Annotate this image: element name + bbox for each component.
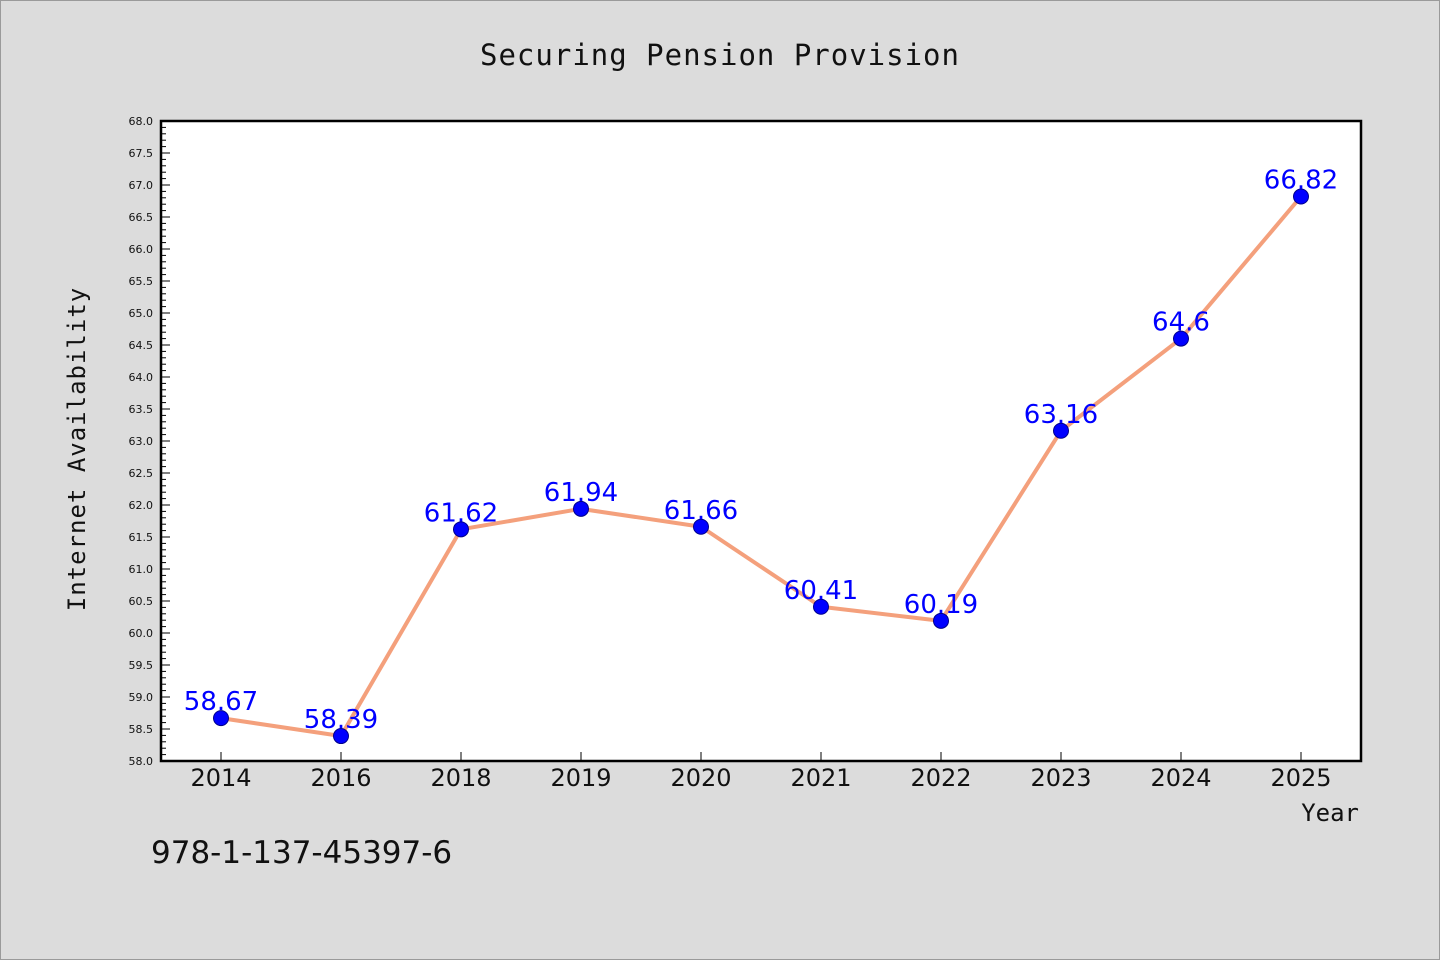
data-label: 58.67 [184, 687, 258, 717]
y-tick-label: 63.5 [129, 403, 154, 416]
series-line [220, 195, 1303, 739]
y-tick-label: 68.0 [129, 115, 154, 128]
data-label: 60.19 [904, 590, 978, 620]
x-tick-label: 2020 [670, 764, 731, 792]
chart-title: Securing Pension Provision [480, 38, 960, 72]
x-axis: 2014 2016 2018 2019 2020 2021 2022 2023 2024 2025 [190, 752, 1332, 792]
x-tick-label: 2022 [910, 764, 971, 792]
data-point [333, 728, 349, 745]
data-point [1053, 422, 1069, 439]
y-tick-label: 61.0 [129, 563, 154, 576]
data-label: 63.16 [1024, 400, 1098, 430]
x-tick-label: 2024 [1150, 764, 1211, 792]
data-point [213, 710, 229, 727]
y-tick-label: 59.0 [129, 691, 154, 704]
y-tick-label: 65.0 [129, 307, 154, 320]
footnote-isbn: 978-1-137-45397-6 [151, 835, 453, 871]
series-markers [213, 188, 1309, 745]
y-tick-label: 62.0 [129, 499, 154, 512]
data-label: 61.66 [664, 496, 738, 526]
data-point [573, 500, 589, 517]
data-labels: 58.67 58.39 61.62 61.94 61.66 60.41 60.19 63.16… [184, 166, 1338, 736]
y-tick-label: 59.5 [129, 659, 154, 672]
y-tick-label: 58.0 [129, 755, 154, 768]
x-tick-label: 2014 [190, 764, 251, 792]
y-tick-label: 58.5 [129, 723, 154, 736]
plot-frame [159, 119, 1363, 763]
x-tick-label: 2016 [310, 764, 371, 792]
y-tick-label: 64.0 [129, 371, 154, 384]
data-point [1173, 330, 1189, 347]
data-label: 60.41 [784, 576, 858, 606]
data-label: 61.62 [424, 498, 498, 528]
data-label: 66.82 [1264, 166, 1338, 196]
data-label: 64.6 [1152, 308, 1210, 338]
y-tick-label: 67.5 [129, 147, 154, 160]
data-point [693, 518, 709, 535]
x-tick-label: 2023 [1030, 764, 1091, 792]
y-tick-label: 65.5 [129, 275, 154, 288]
data-point [933, 612, 949, 629]
data-label: 58.39 [304, 705, 378, 735]
y-tick-label: 64.5 [129, 339, 154, 352]
y-tick-label: 66.5 [129, 211, 154, 224]
y-tick-label: 63.0 [129, 435, 154, 448]
data-point [1293, 188, 1309, 205]
x-tick-label: 2025 [1270, 764, 1331, 792]
y-tick-label: 60.0 [129, 627, 154, 640]
y-tick-label: 62.5 [129, 467, 154, 480]
x-tick-label: 2019 [550, 764, 611, 792]
plot-area [161, 121, 1361, 761]
data-label: 61.94 [544, 478, 618, 508]
y-tick-label: 60.5 [129, 595, 154, 608]
x-tick-label: 2018 [430, 764, 491, 792]
data-point [813, 598, 829, 615]
data-point [453, 521, 469, 538]
x-tick-label: 2021 [790, 764, 851, 792]
y-tick-label: 66.0 [129, 243, 154, 256]
y-tick-label: 67.0 [129, 179, 154, 192]
y-axis-label: Internet Availability [63, 287, 91, 611]
y-tick-label: 61.5 [129, 531, 154, 544]
x-axis-label: Year [1301, 799, 1359, 827]
